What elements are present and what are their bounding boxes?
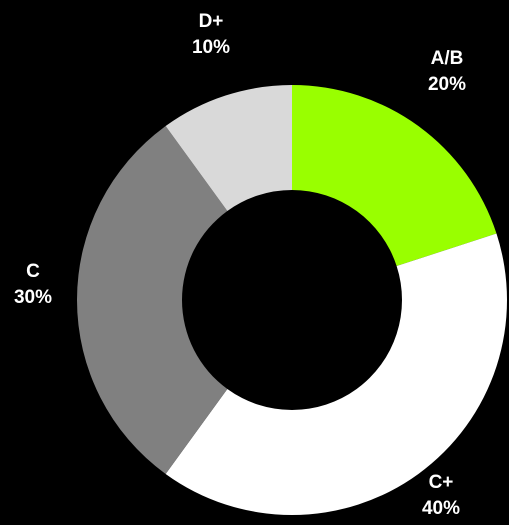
donut-slice bbox=[165, 85, 292, 212]
slice-label: C bbox=[26, 261, 40, 282]
slice-value-label: 10% bbox=[192, 37, 230, 58]
donut-slice bbox=[165, 233, 508, 516]
slice-value-label: 40% bbox=[422, 498, 460, 519]
slice-value-label: 20% bbox=[428, 74, 466, 95]
slice-value-label: 30% bbox=[14, 287, 52, 308]
donut-slice bbox=[292, 85, 497, 267]
donut-slice bbox=[76, 126, 228, 474]
slice-label: A/B bbox=[431, 48, 464, 69]
slice-label: C+ bbox=[429, 472, 454, 493]
slice-label: D+ bbox=[199, 11, 224, 32]
